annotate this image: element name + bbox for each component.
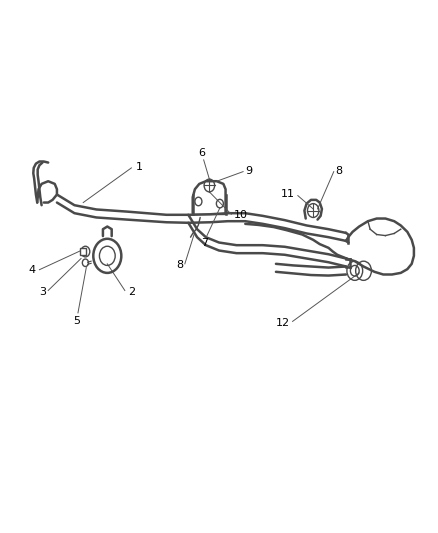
Text: 11: 11	[281, 189, 295, 199]
Text: 7: 7	[201, 238, 208, 248]
Text: 8: 8	[176, 261, 183, 270]
Text: 5: 5	[73, 316, 80, 326]
Text: 4: 4	[29, 265, 36, 275]
Text: 8: 8	[336, 166, 343, 175]
Text: 9: 9	[245, 166, 252, 176]
Text: 12: 12	[276, 318, 290, 328]
Text: 2: 2	[128, 287, 135, 297]
Text: 6: 6	[198, 148, 205, 158]
Text: 1: 1	[136, 163, 143, 172]
Text: 10: 10	[233, 211, 247, 220]
Text: 3: 3	[39, 287, 46, 297]
Bar	[80, 248, 86, 255]
